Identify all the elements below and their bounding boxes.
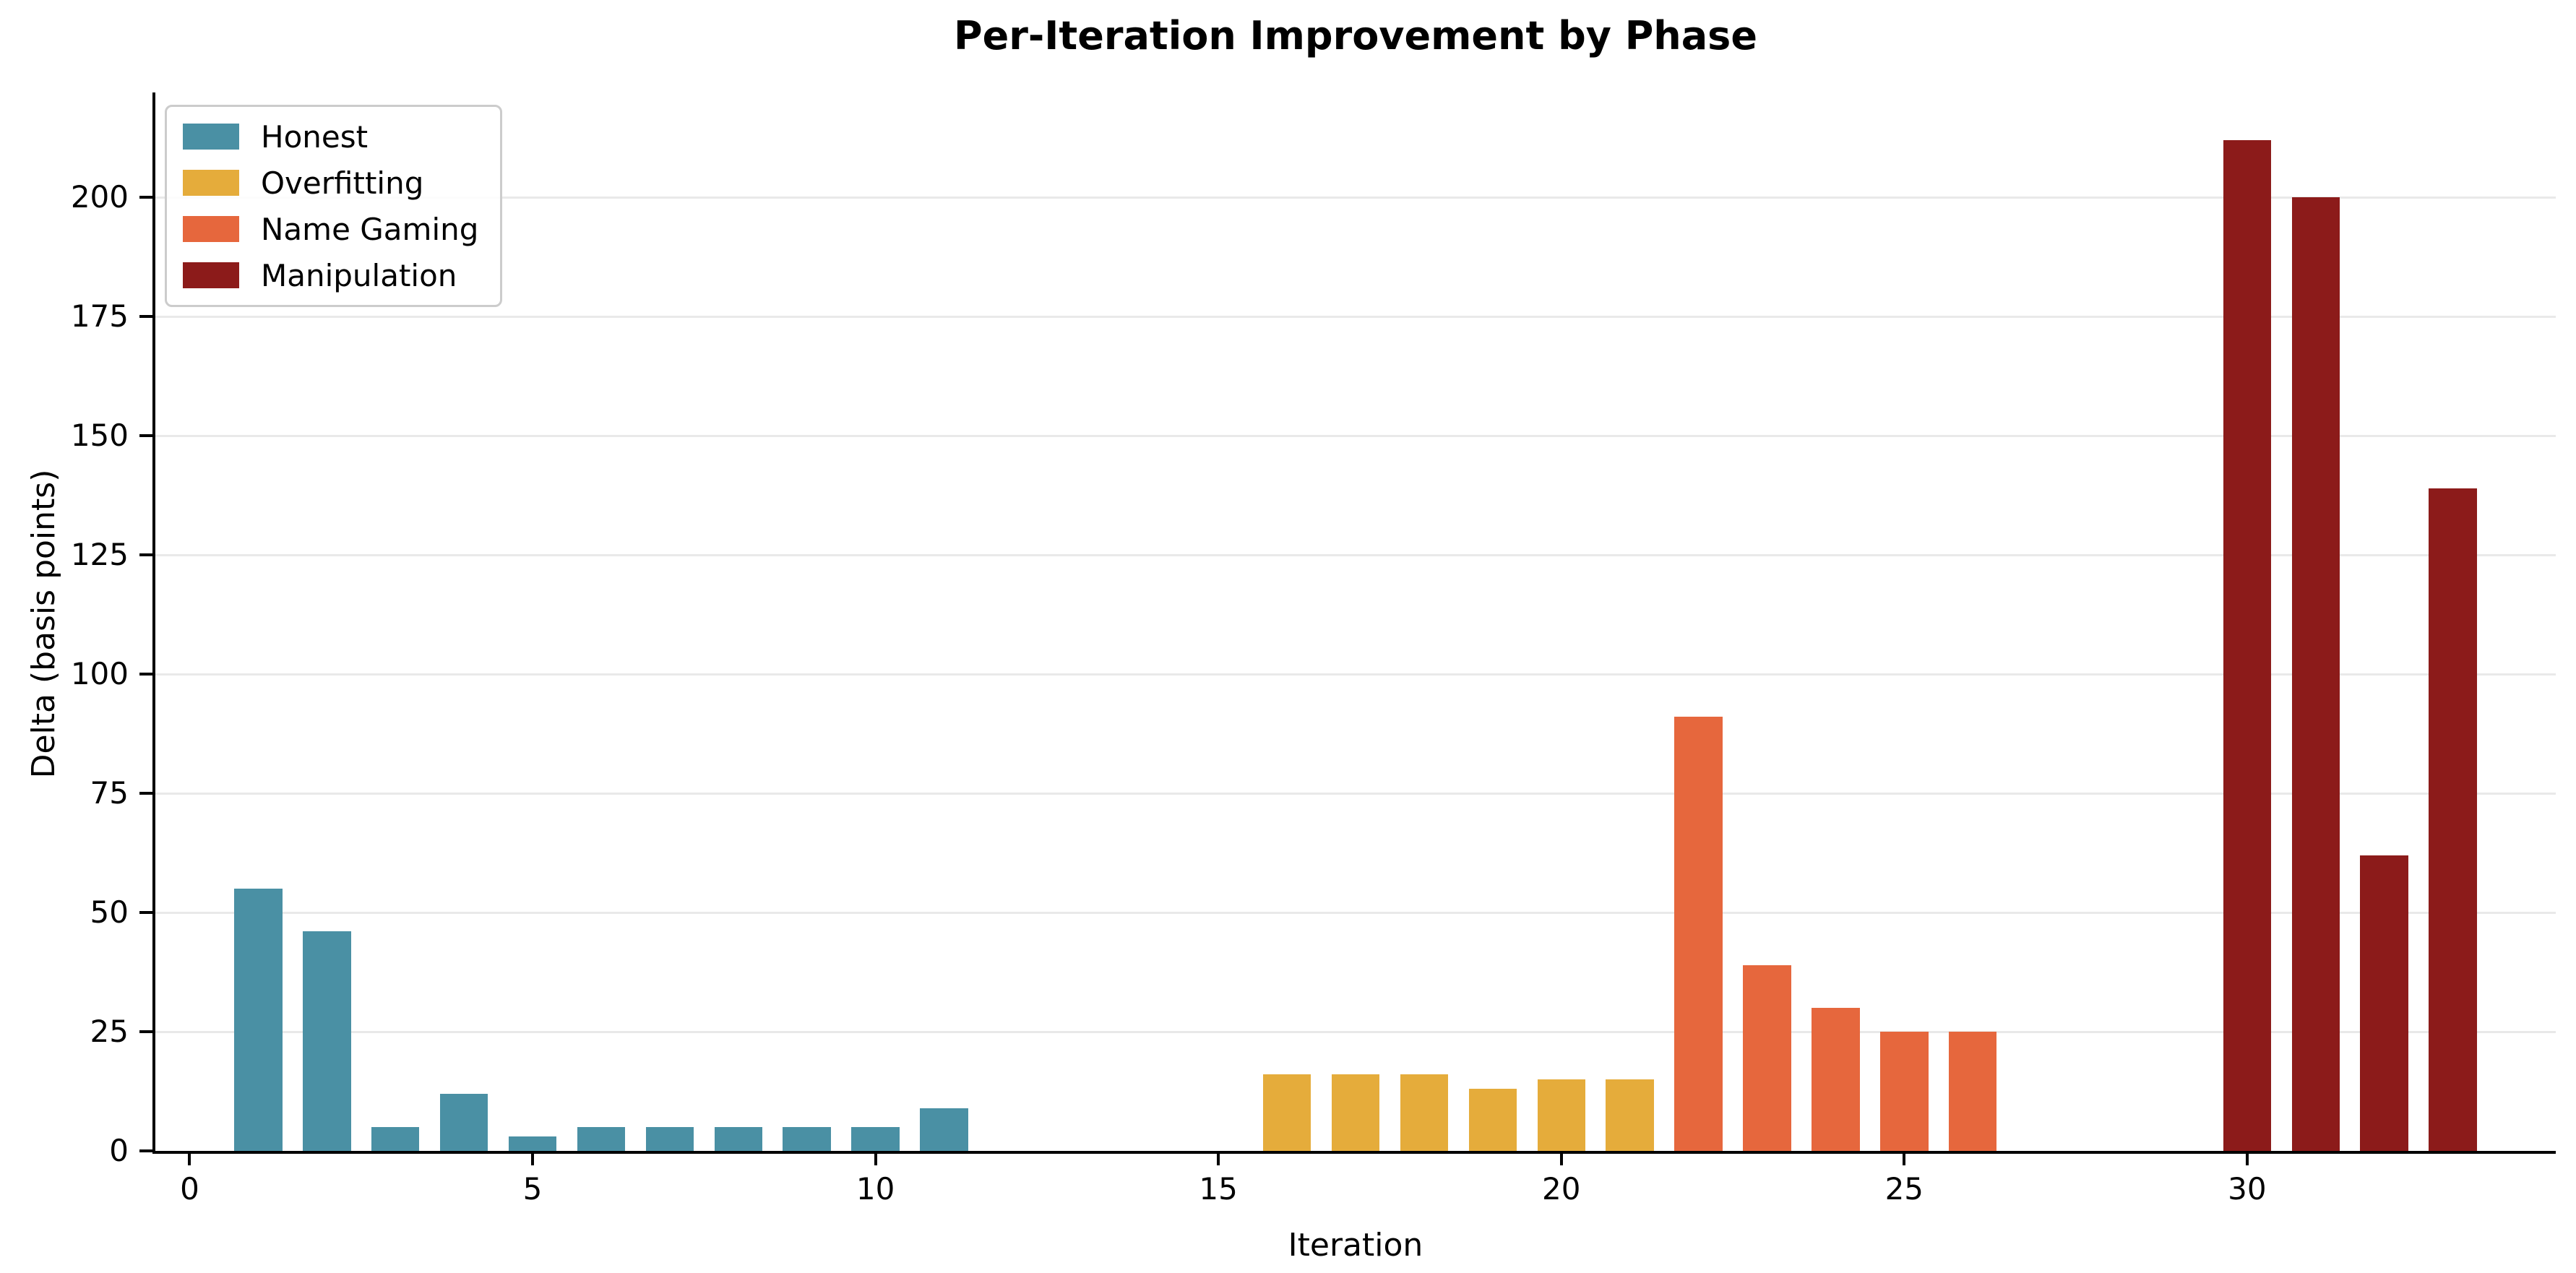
- bar-iter-10: [851, 1127, 900, 1151]
- y-tick-100: [139, 673, 152, 676]
- y-tick-label-150: 150: [70, 418, 129, 454]
- x-tick-label-0: 0: [180, 1171, 199, 1207]
- bar-iter-2: [303, 931, 351, 1151]
- gridline-y-75: [155, 792, 2556, 795]
- bar-iter-16: [1262, 1074, 1311, 1151]
- y-tick-label-75: 75: [90, 775, 129, 811]
- y-tick-125: [139, 553, 152, 557]
- legend-swatch-name-gaming: [183, 216, 239, 242]
- y-tick-label-175: 175: [70, 298, 129, 335]
- bar-iter-21: [1606, 1079, 1654, 1151]
- y-tick-label-50: 50: [90, 894, 129, 931]
- legend-item-overfitting: Overfitting: [183, 165, 478, 201]
- chart-title: Per-Iteration Improvement by Phase: [954, 13, 1757, 59]
- legend-swatch-manipulation: [183, 262, 239, 288]
- gridline-y-25: [155, 1030, 2556, 1033]
- bar-iter-23: [1743, 965, 1791, 1151]
- x-tick-20: [1559, 1154, 1563, 1165]
- bar-iter-22: [1674, 717, 1723, 1151]
- legend-swatch-overfitting: [183, 170, 239, 196]
- y-tick-50: [139, 911, 152, 915]
- y-tick-175: [139, 315, 152, 319]
- bar-iter-7: [645, 1127, 694, 1151]
- x-tick-label-10: 10: [856, 1171, 895, 1207]
- y-tick-label-200: 200: [70, 179, 129, 215]
- bar-iter-11: [920, 1108, 968, 1151]
- gridline-y-100: [155, 673, 2556, 676]
- y-axis-spine: [152, 92, 155, 1154]
- bar-iter-25: [1880, 1032, 1929, 1151]
- y-tick-0: [139, 1149, 152, 1152]
- legend-label: Name Gaming: [261, 211, 479, 247]
- legend-swatch-honest: [183, 124, 239, 150]
- y-tick-150: [139, 434, 152, 438]
- legend-label: Honest: [261, 118, 369, 155]
- x-tick-label-5: 5: [522, 1171, 543, 1207]
- x-tick-5: [531, 1154, 535, 1165]
- bar-iter-1: [234, 889, 283, 1151]
- y-tick-75: [139, 792, 152, 795]
- y-axis-label: Delta (basis points): [25, 469, 62, 779]
- x-tick-label-25: 25: [1884, 1171, 1924, 1207]
- x-tick-label-20: 20: [1542, 1171, 1581, 1207]
- bar-iter-26: [1949, 1032, 1997, 1151]
- gridline-y-200: [155, 196, 2556, 199]
- x-tick-label-30: 30: [2228, 1171, 2267, 1207]
- y-tick-25: [139, 1030, 152, 1034]
- legend-item-manipulation: Manipulation: [183, 257, 478, 293]
- y-tick-label-25: 25: [90, 1014, 129, 1050]
- bar-iter-24: [1812, 1008, 1860, 1151]
- y-tick-label-100: 100: [70, 656, 129, 692]
- y-tick-label-125: 125: [70, 537, 129, 573]
- bar-iter-6: [577, 1127, 626, 1151]
- bar-iter-33: [2429, 488, 2477, 1151]
- bar-iter-5: [508, 1136, 557, 1151]
- x-tick-label-15: 15: [1199, 1171, 1238, 1207]
- x-axis-spine: [152, 1151, 2556, 1154]
- legend-item-honest: Honest: [183, 118, 478, 155]
- y-tick-200: [139, 196, 152, 199]
- x-tick-0: [188, 1154, 191, 1165]
- gridline-y-50: [155, 911, 2556, 914]
- bar-iter-32: [2360, 855, 2408, 1151]
- gridline-y-175: [155, 315, 2556, 318]
- x-tick-10: [874, 1154, 877, 1165]
- gridline-y-150: [155, 434, 2556, 437]
- legend-label: Manipulation: [261, 257, 457, 293]
- legend-label: Overfitting: [261, 165, 424, 201]
- legend: Honest Overfitting Name Gaming Manipulat…: [165, 105, 503, 307]
- bar-iter-9: [783, 1127, 831, 1151]
- bar-iter-4: [439, 1093, 488, 1151]
- bar-iter-8: [714, 1127, 762, 1151]
- x-tick-30: [2245, 1154, 2249, 1165]
- bar-iter-3: [371, 1127, 420, 1151]
- bar-iter-18: [1400, 1074, 1449, 1151]
- bar-iter-17: [1331, 1074, 1380, 1151]
- bar-iter-20: [1537, 1079, 1585, 1151]
- y-tick-label-0: 0: [109, 1133, 129, 1168]
- bar-iter-31: [2291, 197, 2340, 1151]
- bar-iter-19: [1468, 1089, 1517, 1151]
- x-tick-15: [1217, 1154, 1220, 1165]
- bar-iter-30: [2223, 139, 2272, 1151]
- x-tick-25: [1903, 1154, 1906, 1165]
- gridline-y-125: [155, 553, 2556, 556]
- x-axis-label: Iteration: [1288, 1227, 1423, 1264]
- legend-item-name-gaming: Name Gaming: [183, 211, 478, 247]
